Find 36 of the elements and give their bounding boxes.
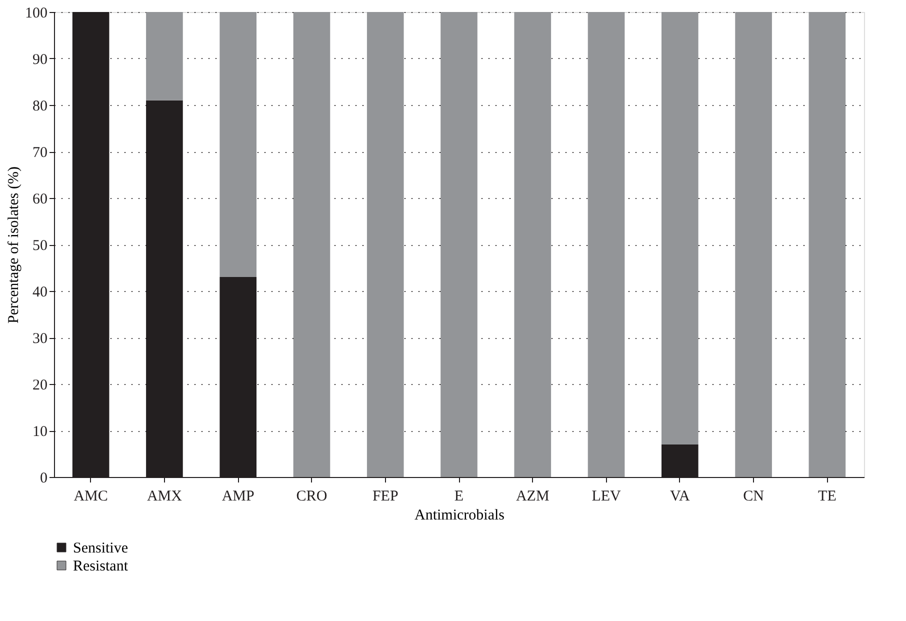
x-tick-label: FEP (372, 488, 398, 504)
x-tick-label: AZM (516, 488, 550, 504)
y-tick-label: 80 (32, 98, 48, 114)
y-tick-label: 70 (32, 145, 48, 161)
y-axis-title: Percentage of isolates (%) (6, 166, 22, 324)
bar (588, 12, 625, 477)
x-axis-title: Antimicrobials (414, 508, 505, 524)
x-tick-label: VA (670, 488, 690, 504)
y-tick-label: 40 (32, 284, 48, 300)
y-tick-label: 50 (32, 238, 48, 254)
y-tick-label: 100 (25, 6, 48, 22)
x-tick-label: TE (818, 488, 836, 504)
y-tick-label: 60 (32, 192, 48, 208)
y-tick-label: 90 (32, 52, 48, 68)
y-tick-label: 30 (32, 331, 48, 347)
x-tick-label: E (454, 488, 464, 504)
y-tick-label: 10 (32, 424, 48, 440)
y-tick-label: 0 (40, 470, 48, 486)
bar (220, 12, 256, 278)
x-tick-label: LEV (592, 488, 622, 504)
x-tick-label: CRO (296, 488, 328, 504)
bar (440, 12, 478, 477)
x-tick-label: AMP (222, 488, 254, 504)
legend-label: Resistant (73, 558, 129, 574)
bar (662, 12, 698, 444)
bar (366, 12, 404, 477)
bar (735, 12, 772, 477)
bar (808, 12, 846, 477)
bar (146, 12, 183, 100)
bar (293, 12, 330, 477)
legend-label: Sensitive (73, 540, 128, 556)
x-tick-label: AMC (74, 488, 108, 504)
y-tick-label: 20 (32, 378, 48, 394)
x-tick-label: AMX (146, 488, 182, 504)
x-tick-label: CN (743, 488, 764, 504)
bar (514, 12, 552, 477)
